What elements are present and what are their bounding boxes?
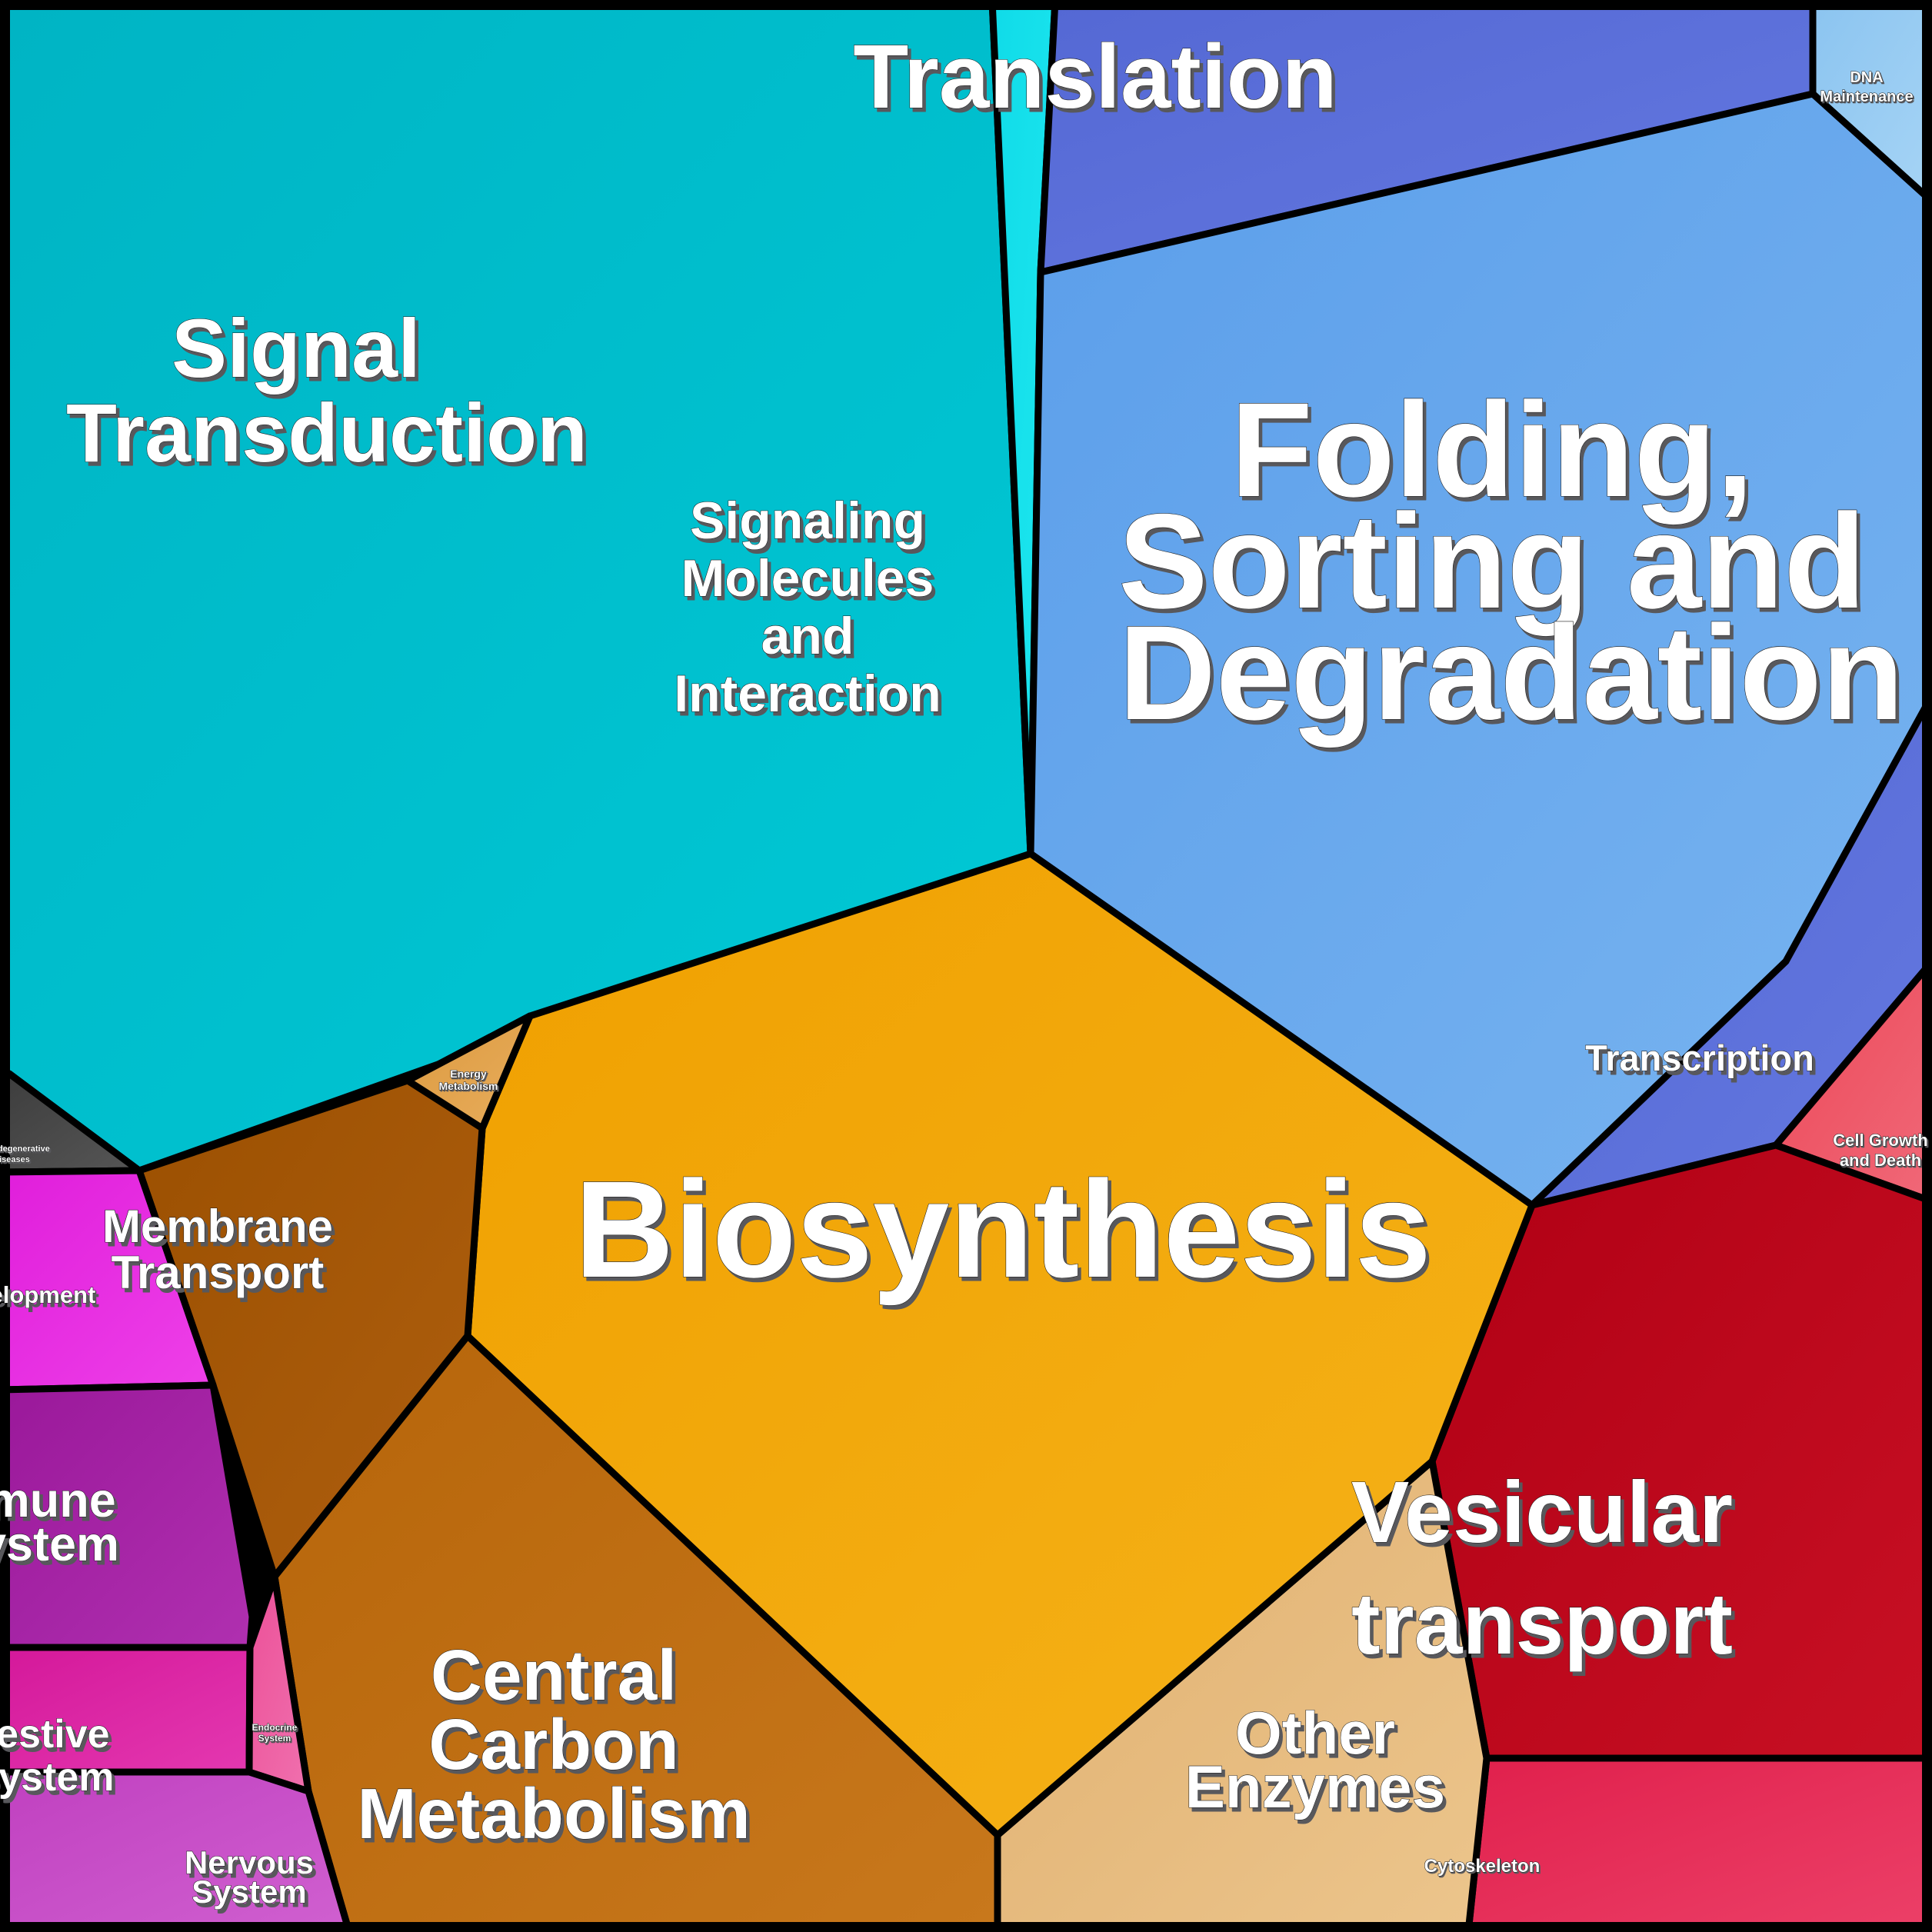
svg-text:Metabolism: Metabolism [438, 1080, 498, 1092]
svg-text:Signal: Signal [172, 301, 421, 395]
svg-text:Central: Central [431, 1635, 677, 1715]
svg-text:Enzymes: Enzymes [1185, 1753, 1445, 1820]
svg-text:Metabolism: Metabolism [357, 1774, 751, 1854]
svg-text:and Death: and Death [1840, 1151, 1921, 1170]
svg-text:Degradation: Degradation [1119, 598, 1904, 748]
svg-text:and: and [761, 607, 854, 665]
svg-text:System: System [258, 1733, 291, 1744]
svg-text:System: System [0, 1517, 119, 1571]
svg-text:Energy: Energy [450, 1068, 487, 1080]
svg-text:Development: Development [0, 1281, 95, 1308]
svg-text:Digestive: Digestive [0, 1712, 110, 1757]
svg-text:Diseases: Diseases [0, 1155, 30, 1164]
svg-text:Cell Growth: Cell Growth [1833, 1131, 1927, 1150]
svg-text:System: System [0, 1755, 115, 1800]
svg-text:Transcription: Transcription [1585, 1038, 1814, 1078]
svg-text:Biosynthesis: Biosynthesis [575, 1152, 1431, 1306]
svg-text:Molecules: Molecules [681, 549, 934, 608]
svg-text:Cytoskeleton: Cytoskeleton [1424, 1856, 1541, 1877]
svg-text:Endocrine: Endocrine [252, 1722, 298, 1733]
svg-text:Translation: Translation [853, 26, 1337, 128]
svg-text:Maintenance: Maintenance [1820, 88, 1913, 105]
svg-text:Transport: Transport [112, 1247, 325, 1298]
svg-text:DNA: DNA [1850, 69, 1883, 86]
svg-text:transport: transport [1351, 1575, 1733, 1672]
svg-text:Membrane: Membrane [102, 1201, 333, 1252]
svg-text:Vesicular: Vesicular [1351, 1464, 1733, 1561]
svg-text:Signaling: Signaling [690, 491, 925, 550]
svg-text:Interaction: Interaction [674, 665, 941, 723]
svg-text:Carbon: Carbon [428, 1704, 679, 1784]
svg-text:System: System [192, 1874, 306, 1910]
svg-text:Transduction: Transduction [66, 386, 588, 479]
svg-text:Neurodegenerative: Neurodegenerative [0, 1144, 50, 1154]
